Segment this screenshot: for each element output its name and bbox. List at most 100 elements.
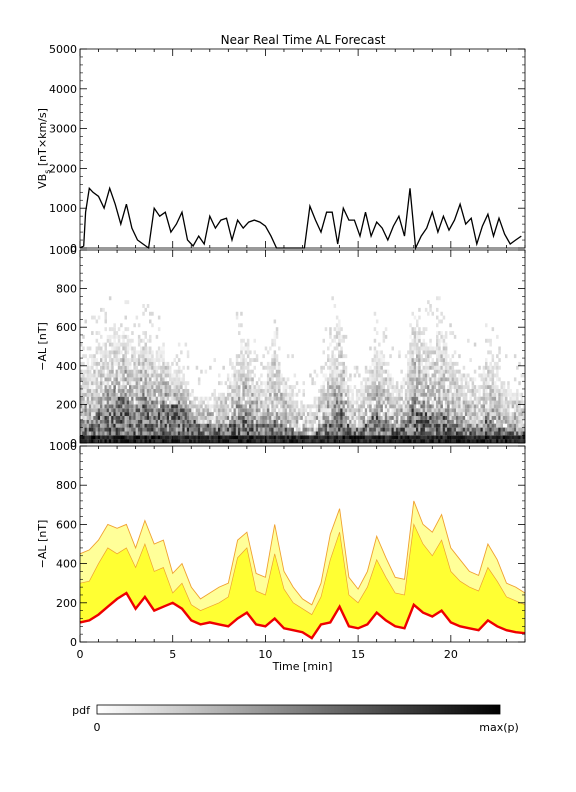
heatmap-cell bbox=[82, 369, 85, 374]
heatmap-cell bbox=[251, 419, 254, 424]
heatmap-cell bbox=[364, 431, 368, 436]
heatmap-cell bbox=[108, 439, 112, 443]
heatmap-cell bbox=[271, 419, 274, 424]
heatmap-cell bbox=[464, 419, 468, 424]
heatmap-cell bbox=[280, 373, 283, 378]
heatmap-cell bbox=[135, 416, 139, 420]
heatmap-cell bbox=[382, 431, 386, 436]
heatmap-cell bbox=[111, 431, 114, 436]
heatmap-cell bbox=[180, 350, 183, 355]
heatmap-cell bbox=[416, 396, 419, 401]
heatmap-cell bbox=[278, 412, 281, 416]
heatmap-cell bbox=[478, 439, 481, 443]
heatmap-cell bbox=[226, 396, 230, 401]
heatmap-cell bbox=[149, 408, 152, 413]
heatmap-cell bbox=[260, 400, 263, 405]
heatmap-cell bbox=[169, 419, 172, 424]
heatmap-cell bbox=[498, 365, 501, 370]
heatmap-cell bbox=[182, 392, 185, 397]
heatmap-cell bbox=[273, 431, 277, 436]
heatmap-cell bbox=[97, 385, 101, 389]
heatmap-cell bbox=[505, 354, 508, 359]
y-tick-label: 800 bbox=[56, 283, 77, 296]
heatmap-cell bbox=[229, 439, 232, 443]
heatmap-cell bbox=[120, 365, 123, 370]
heatmap-cell bbox=[340, 377, 343, 382]
heatmap-cell bbox=[253, 404, 256, 409]
heatmap-cell bbox=[255, 435, 259, 440]
heatmap-cell bbox=[498, 404, 501, 409]
heatmap-cell bbox=[275, 419, 279, 424]
heatmap-cell bbox=[378, 439, 381, 443]
heatmap-cell bbox=[124, 396, 127, 401]
heatmap-cell bbox=[340, 416, 343, 420]
heatmap-cell bbox=[291, 400, 294, 405]
heatmap-cell bbox=[233, 392, 236, 397]
heatmap-cell bbox=[104, 439, 107, 443]
heatmap-cell bbox=[97, 373, 101, 378]
heatmap-cell bbox=[140, 392, 143, 397]
heatmap-cell bbox=[278, 346, 281, 351]
heatmap-cell bbox=[169, 416, 172, 420]
heatmap-cell bbox=[242, 427, 245, 432]
heatmap-cell bbox=[313, 419, 317, 424]
heatmap-cell bbox=[146, 439, 150, 443]
heatmap-cell bbox=[191, 435, 194, 440]
heatmap-cell bbox=[137, 435, 141, 440]
heatmap-cell bbox=[215, 423, 219, 428]
heatmap-cell bbox=[266, 423, 270, 428]
heatmap-cell bbox=[295, 412, 299, 416]
heatmap-cell bbox=[180, 427, 183, 432]
heatmap-cell bbox=[86, 427, 90, 432]
heatmap-cell bbox=[429, 412, 432, 416]
heatmap-cell bbox=[233, 365, 236, 370]
heatmap-cell bbox=[184, 427, 188, 432]
heatmap-cell bbox=[327, 385, 330, 389]
heatmap-cell bbox=[146, 354, 150, 359]
heatmap-cell bbox=[213, 416, 216, 420]
heatmap-cell bbox=[286, 396, 290, 401]
heatmap-cell bbox=[331, 416, 334, 420]
heatmap-cell bbox=[458, 389, 461, 393]
heatmap-cell bbox=[380, 400, 383, 405]
heatmap-cell bbox=[360, 404, 363, 409]
heatmap-cell bbox=[258, 408, 261, 413]
heatmap-cell bbox=[362, 435, 366, 440]
heatmap-cell bbox=[489, 412, 492, 416]
heatmap-cell bbox=[384, 423, 388, 428]
heatmap-cell bbox=[440, 319, 443, 324]
heatmap-cell bbox=[271, 358, 274, 362]
heatmap-cell bbox=[249, 400, 252, 405]
heatmap-cell bbox=[113, 334, 116, 339]
heatmap-cell bbox=[451, 331, 455, 335]
heatmap-cell bbox=[262, 392, 265, 397]
heatmap-cell bbox=[80, 404, 83, 409]
heatmap-cell bbox=[122, 423, 125, 428]
heatmap-cell bbox=[95, 427, 99, 432]
heatmap-cell bbox=[458, 423, 461, 428]
heatmap-cell bbox=[424, 327, 428, 332]
heatmap-cell bbox=[171, 381, 174, 386]
heatmap-cell bbox=[487, 439, 490, 443]
heatmap-cell bbox=[280, 412, 283, 416]
heatmap-cell bbox=[218, 381, 221, 386]
heatmap-cell bbox=[173, 416, 176, 420]
heatmap-cell bbox=[395, 435, 399, 440]
heatmap-cell bbox=[464, 439, 468, 443]
heatmap-cell bbox=[513, 435, 517, 440]
heatmap-cell bbox=[469, 404, 472, 409]
heatmap-cell bbox=[438, 404, 441, 409]
heatmap-cell bbox=[409, 354, 412, 359]
heatmap-cell bbox=[380, 385, 383, 389]
heatmap-cell bbox=[284, 412, 288, 416]
heatmap-cell bbox=[315, 423, 319, 428]
heatmap-cell bbox=[335, 346, 339, 351]
heatmap-cell bbox=[191, 423, 194, 428]
heatmap-cell bbox=[177, 396, 181, 401]
heatmap-cell bbox=[91, 389, 94, 393]
heatmap-cell bbox=[255, 354, 259, 359]
heatmap-cell bbox=[113, 323, 116, 328]
heatmap-cell bbox=[186, 416, 190, 420]
heatmap-cell bbox=[416, 331, 419, 335]
heatmap-cell bbox=[462, 412, 466, 416]
